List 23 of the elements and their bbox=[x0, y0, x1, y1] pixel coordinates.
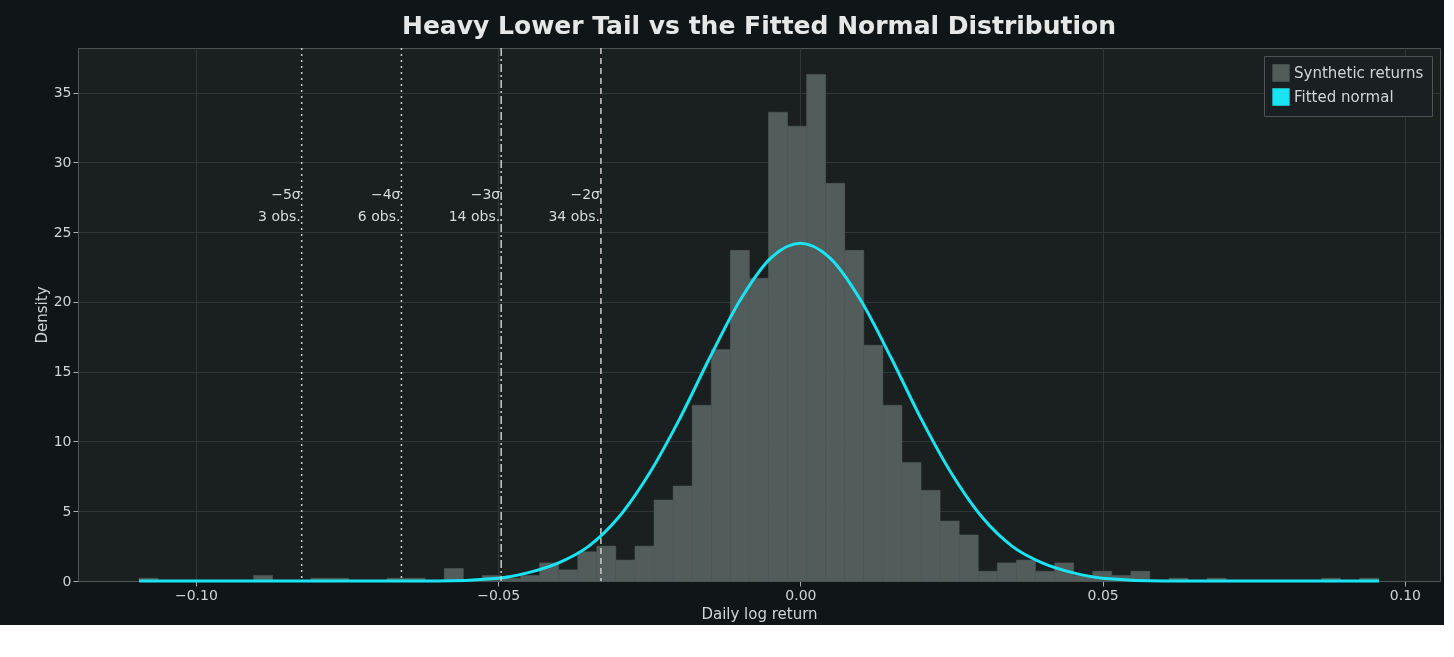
x-tick-label: −0.10 bbox=[174, 586, 218, 603]
y-tick-label: 35 bbox=[53, 84, 72, 101]
x-axis-title: Daily log return bbox=[701, 604, 818, 623]
y-tick-label: 5 bbox=[62, 502, 72, 519]
y-tick-label: 30 bbox=[53, 153, 72, 170]
x-tick-label: −0.05 bbox=[477, 586, 521, 603]
x-tick-label: 0.05 bbox=[1087, 586, 1119, 603]
y-axis-title: Density bbox=[32, 286, 51, 344]
y-tick-label: 15 bbox=[53, 363, 72, 380]
y-tick-label: 25 bbox=[53, 223, 72, 240]
line-series bbox=[137, 241, 1381, 583]
ref-line-label: −3σ 14 obs. bbox=[448, 186, 501, 224]
chart-title: Heavy Lower Tail vs the Fitted Normal Distribution bbox=[401, 11, 1117, 41]
y-tick-label: 20 bbox=[53, 293, 72, 310]
ref-line-label: −5σ 3 obs. bbox=[258, 186, 301, 224]
y-tick-label: 10 bbox=[53, 432, 72, 449]
ref-line-label: −4σ 6 obs. bbox=[357, 186, 401, 224]
ref-line-label: −2σ 34 obs. bbox=[548, 186, 601, 224]
y-tick-label: 0 bbox=[62, 572, 72, 589]
x-tick-label: 0.10 bbox=[1389, 586, 1422, 603]
legend-label: Synthetic returns bbox=[1294, 64, 1424, 82]
legend-label: Fitted normal bbox=[1294, 88, 1394, 106]
x-tick-label: 0.00 bbox=[785, 586, 817, 603]
